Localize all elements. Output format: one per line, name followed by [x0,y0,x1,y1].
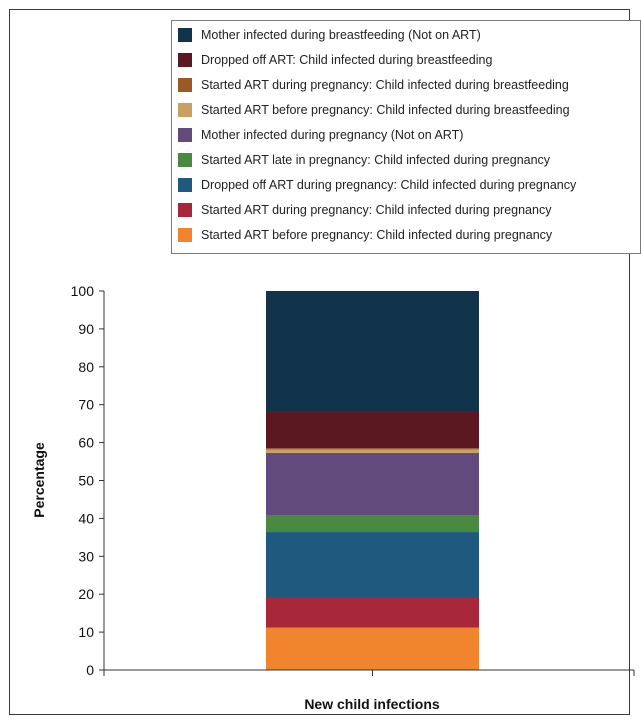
y-tick-label: 40 [78,510,94,526]
y-tick-label: 100 [71,283,95,299]
bar-segment-2 [266,597,479,628]
legend-swatch [178,228,192,242]
y-tick-label: 90 [78,321,94,337]
legend-label: Started ART during pregnancy: Child infe… [201,203,552,217]
axes: 0 10 20 30 40 50 60 70 80 90 100 [71,283,635,678]
legend-item: Started ART late in pregnancy: Child inf… [178,150,550,170]
legend-item: Started ART before pregnancy: Child infe… [178,225,552,245]
bar-segment-6 [266,449,479,453]
x-axis-title: New child infections [304,696,440,712]
legend-swatch [178,178,192,192]
legend-item: Mother infected during breastfeeding (No… [178,25,481,45]
legend-label: Mother infected during pregnancy (Not on… [201,128,464,142]
legend-item: Dropped off ART: Child infected during b… [178,50,492,70]
legend-label: Started ART during pregnancy: Child infe… [201,78,569,92]
legend-item: Mother infected during pregnancy (Not on… [178,125,463,145]
stacked-bar [266,291,479,670]
y-tick-label: 30 [78,548,94,564]
bar-segment-5 [266,452,479,516]
legend-swatch [178,153,192,167]
bar-segment-4 [266,515,479,533]
y-tick-label: 20 [78,586,94,602]
legend-item: Started ART during pregnancy: Child infe… [178,200,551,220]
y-tick-label: 70 [78,397,94,413]
bar-segment-3 [266,532,479,598]
legend-swatch [178,128,192,142]
y-tick-label: 50 [78,473,94,489]
legend-label: Started ART before pregnancy: Child infe… [201,228,553,242]
legend-label: Started ART late in pregnancy: Child inf… [201,153,551,167]
legend-swatch [178,78,192,92]
legend-swatch [178,203,192,217]
legend-item: Started ART before pregnancy: Child infe… [178,100,570,120]
y-axis-title: Percentage [31,442,47,518]
legend: Mother infected during breastfeeding (No… [171,20,641,254]
legend-swatch [178,53,192,67]
y-tick-label: 0 [86,662,94,678]
bar-segment-7 [266,448,479,450]
legend-swatch [178,103,192,117]
bar-segment-9 [266,291,479,412]
bar-segment-8 [266,411,479,449]
legend-swatch [178,28,192,42]
legend-label: Mother infected during breastfeeding (No… [201,28,481,42]
y-tick-label: 10 [78,624,94,640]
legend-label: Dropped off ART during pregnancy: Child … [201,178,577,192]
legend-label: Dropped off ART: Child infected during b… [201,53,493,67]
bar-segment-1 [266,627,479,670]
legend-item: Started ART during pregnancy: Child infe… [178,75,569,95]
legend-item: Dropped off ART during pregnancy: Child … [178,175,576,195]
legend-label: Started ART before pregnancy: Child infe… [201,103,570,117]
y-tick-label: 60 [78,435,94,451]
y-tick-label: 80 [78,359,94,375]
